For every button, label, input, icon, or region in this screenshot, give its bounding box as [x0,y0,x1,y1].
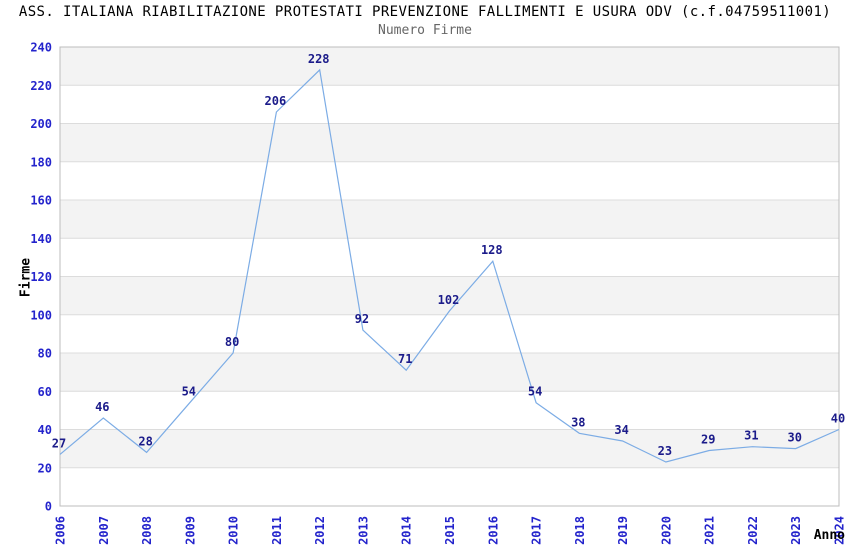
svg-text:2007: 2007 [97,516,111,545]
svg-text:180: 180 [30,155,52,169]
svg-text:2013: 2013 [356,516,370,545]
svg-text:2022: 2022 [746,516,760,545]
svg-text:30: 30 [787,431,801,445]
svg-text:92: 92 [355,312,369,326]
svg-text:228: 228 [308,52,330,66]
chart-subtitle: Numero Firme [378,23,472,38]
svg-text:2024: 2024 [833,516,847,545]
svg-text:120: 120 [30,270,52,284]
svg-text:71: 71 [398,352,412,366]
svg-text:2021: 2021 [703,516,717,545]
svg-text:54: 54 [528,385,542,399]
svg-text:20: 20 [38,461,52,475]
svg-text:54: 54 [182,385,196,399]
svg-text:2011: 2011 [270,516,284,545]
svg-text:2019: 2019 [616,516,630,545]
svg-text:2023: 2023 [789,516,803,545]
svg-text:2016: 2016 [486,516,500,545]
svg-text:2010: 2010 [227,516,241,545]
svg-text:31: 31 [744,429,758,443]
svg-text:240: 240 [30,41,52,55]
svg-text:2020: 2020 [659,516,673,545]
svg-text:40: 40 [831,412,845,426]
chart-title: ASS. ITALIANA RIABILITAZIONE PROTESTATI … [18,4,832,20]
svg-text:23: 23 [658,444,672,458]
svg-text:2014: 2014 [400,516,414,545]
svg-text:29: 29 [701,433,715,447]
svg-text:160: 160 [30,194,52,208]
svg-text:40: 40 [38,423,52,437]
svg-text:2015: 2015 [443,516,457,545]
svg-text:200: 200 [30,117,52,131]
svg-text:38: 38 [571,415,585,429]
svg-text:27: 27 [52,436,66,450]
svg-text:2018: 2018 [573,516,587,545]
svg-text:0: 0 [45,500,52,514]
svg-text:46: 46 [95,400,109,414]
svg-text:128: 128 [481,243,503,257]
svg-text:2017: 2017 [530,516,544,545]
svg-text:140: 140 [30,232,52,246]
svg-text:206: 206 [265,94,287,108]
svg-text:220: 220 [30,79,52,93]
svg-text:28: 28 [138,434,152,448]
svg-text:2008: 2008 [140,516,154,545]
svg-text:80: 80 [38,347,52,361]
svg-text:34: 34 [614,423,628,437]
svg-text:100: 100 [30,308,52,322]
svg-text:2012: 2012 [313,516,327,545]
svg-text:80: 80 [225,335,239,349]
svg-text:2006: 2006 [54,516,68,545]
svg-text:102: 102 [438,293,460,307]
x-axis-title: Anno [813,528,845,543]
svg-text:2009: 2009 [183,516,197,545]
y-axis-title: Firme [18,257,34,298]
svg-text:60: 60 [38,385,52,399]
